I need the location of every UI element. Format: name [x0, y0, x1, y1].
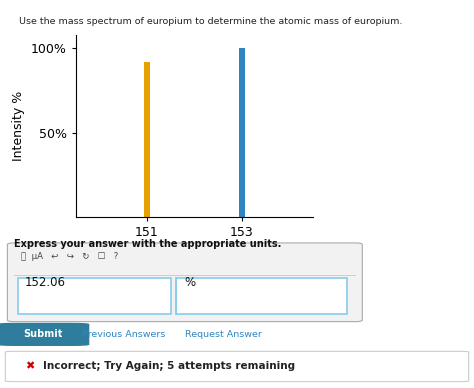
Text: ⌗  μA   ↩   ↪   ↻   ☐   ?: ⌗ μA ↩ ↪ ↻ ☐ ? — [21, 252, 118, 261]
Text: Submit: Submit — [24, 329, 63, 339]
X-axis label: Mass (amu): Mass (amu) — [154, 242, 235, 256]
Text: Express your answer with the appropriate units.: Express your answer with the appropriate… — [14, 239, 282, 249]
Text: Incorrect; Try Again; 5 attempts remaining: Incorrect; Try Again; 5 attempts remaini… — [43, 361, 295, 371]
FancyBboxPatch shape — [8, 243, 362, 322]
Text: 152.06: 152.06 — [25, 276, 65, 289]
Bar — [239, 48, 245, 217]
Y-axis label: Intensity %: Intensity % — [12, 91, 26, 161]
Text: Previous Answers: Previous Answers — [82, 330, 166, 339]
Text: Use the mass spectrum of europium to determine the atomic mass of europium.: Use the mass spectrum of europium to det… — [19, 17, 402, 26]
FancyBboxPatch shape — [176, 278, 347, 314]
Bar — [144, 62, 150, 217]
Text: ✖: ✖ — [25, 361, 35, 371]
Text: %: % — [185, 276, 196, 289]
Text: Request Answer: Request Answer — [185, 330, 262, 339]
FancyBboxPatch shape — [5, 352, 469, 382]
FancyBboxPatch shape — [0, 323, 89, 346]
FancyBboxPatch shape — [18, 278, 171, 314]
